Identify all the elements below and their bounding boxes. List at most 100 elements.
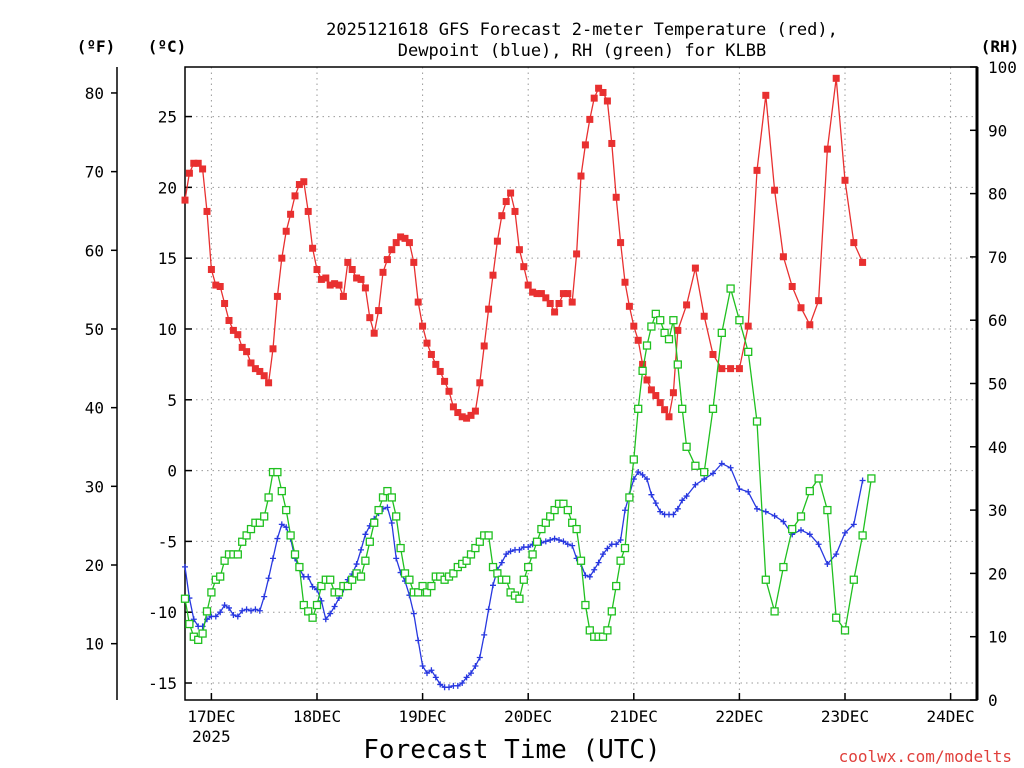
temperature-point bbox=[229, 326, 237, 334]
temperature-point bbox=[718, 365, 726, 373]
rh-point bbox=[656, 316, 665, 325]
dewpoint-point bbox=[622, 507, 628, 514]
plot-grid bbox=[185, 67, 977, 700]
temperature-point bbox=[309, 244, 317, 252]
dewpoint-point bbox=[221, 602, 228, 609]
temperature-point bbox=[709, 350, 717, 358]
rh-point bbox=[273, 467, 282, 477]
rh-point bbox=[849, 575, 858, 584]
rh-point bbox=[185, 619, 194, 629]
rh-point bbox=[295, 562, 304, 572]
temperature-point bbox=[199, 165, 207, 173]
temperature-point bbox=[797, 304, 805, 312]
dewpoint-point bbox=[679, 497, 686, 504]
temperature-point bbox=[295, 181, 303, 189]
rh-point bbox=[788, 524, 797, 534]
temperature-point bbox=[410, 258, 418, 266]
rh-point bbox=[356, 572, 366, 581]
dewpoint-point bbox=[226, 604, 232, 611]
x-tick-label: 22DEC bbox=[715, 707, 763, 726]
dewpoint-point bbox=[322, 616, 329, 623]
dewpoint-point bbox=[362, 531, 369, 538]
fahrenheit-axis-label: (ºF) bbox=[77, 37, 116, 56]
rh-point bbox=[374, 505, 383, 515]
dewpoint-point bbox=[542, 538, 549, 545]
rh-point bbox=[651, 309, 660, 319]
f-tick-label: 30 bbox=[85, 477, 104, 496]
dewpoint-point bbox=[657, 508, 664, 515]
dewpoint-point bbox=[278, 521, 285, 528]
temperature-point bbox=[590, 94, 598, 102]
dewpoint-point bbox=[410, 610, 417, 617]
dewpoint-point bbox=[309, 583, 316, 590]
rh-point bbox=[770, 607, 779, 616]
temperature-point bbox=[190, 159, 198, 167]
x-tick-label: 17DEC bbox=[187, 707, 235, 726]
rh-point bbox=[678, 404, 687, 413]
rh-tick-label: 80 bbox=[988, 185, 1007, 204]
rh-point bbox=[541, 518, 550, 527]
rh-point bbox=[840, 626, 850, 635]
dewpoint-series bbox=[182, 460, 866, 691]
f-tick-label: 80 bbox=[85, 84, 104, 103]
temperature-point bbox=[366, 314, 374, 322]
rh-point bbox=[290, 550, 300, 559]
dewpoint-point bbox=[670, 511, 677, 518]
temperature-point bbox=[617, 239, 625, 247]
temperature-series bbox=[181, 74, 867, 422]
rh-point bbox=[194, 635, 203, 645]
temperature-point bbox=[832, 74, 840, 82]
temperature-point bbox=[260, 372, 268, 380]
rh-point bbox=[620, 543, 630, 553]
rh-point bbox=[334, 588, 344, 597]
temperature-point bbox=[467, 411, 475, 419]
temperature-point bbox=[542, 294, 550, 302]
rh-point bbox=[471, 543, 480, 553]
rh-point bbox=[744, 347, 753, 357]
rh-point bbox=[568, 518, 577, 527]
temperature-point bbox=[265, 379, 273, 387]
rh-point bbox=[581, 600, 590, 610]
temperature-point bbox=[225, 316, 233, 324]
temperature-point bbox=[282, 227, 290, 235]
temperature-point bbox=[735, 365, 743, 373]
rh-point bbox=[519, 575, 528, 584]
temperature-point bbox=[507, 189, 515, 197]
dewpoint-point bbox=[727, 464, 734, 471]
temperature-point bbox=[185, 169, 193, 177]
rh-point bbox=[308, 613, 317, 622]
temperature-point bbox=[612, 193, 620, 201]
temperature-point bbox=[419, 322, 427, 330]
chart-title-line2: Dewpoint (blue), RH (green) for KLBB bbox=[398, 41, 766, 61]
dewpoint-point bbox=[639, 471, 646, 478]
dewpoint-point bbox=[736, 486, 743, 492]
dewpoint-point bbox=[261, 593, 268, 600]
temperature-point bbox=[621, 278, 629, 286]
rh-point bbox=[488, 562, 498, 572]
c-tick-label: 10 bbox=[158, 320, 177, 339]
temperature-point bbox=[779, 253, 787, 261]
dewpoint-point bbox=[358, 546, 364, 553]
rh-tick-label: 70 bbox=[988, 248, 1007, 267]
rh-point bbox=[532, 537, 542, 546]
rh-point bbox=[515, 594, 524, 603]
temperature-point bbox=[427, 350, 435, 358]
c-tick-label: 25 bbox=[158, 108, 177, 127]
dewpoint-point bbox=[525, 544, 532, 551]
temperature-point bbox=[656, 399, 664, 407]
rh-point bbox=[198, 629, 207, 638]
temperature-point bbox=[647, 386, 655, 394]
dewpoint-point bbox=[516, 546, 523, 553]
temperature-point bbox=[273, 292, 281, 300]
rh-point bbox=[449, 569, 458, 578]
temperature-point bbox=[397, 233, 405, 241]
x-tick-label: 19DEC bbox=[399, 707, 447, 726]
dewpoint-point bbox=[617, 536, 624, 543]
temperature-point bbox=[212, 281, 220, 289]
temperature-point bbox=[353, 274, 361, 282]
temperature-point bbox=[317, 275, 325, 283]
dewpoint-point bbox=[415, 637, 422, 644]
rh-point bbox=[629, 455, 638, 464]
temperature-point bbox=[221, 299, 229, 307]
